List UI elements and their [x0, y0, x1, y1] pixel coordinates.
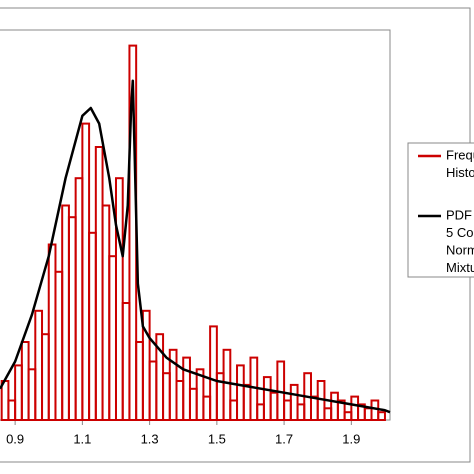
histogram-bar — [229, 399, 239, 421]
histogram-bar — [101, 204, 111, 421]
histogram-bar — [135, 341, 144, 421]
histogram-bar — [236, 364, 245, 421]
histogram-bar — [14, 364, 23, 421]
histogram-bar — [323, 407, 333, 421]
legend-label: Frequ — [446, 147, 474, 162]
histogram-bar — [41, 333, 50, 422]
histogram-bar — [202, 395, 212, 422]
histogram-bar — [370, 399, 380, 421]
histogram-bar — [256, 403, 265, 421]
histogram-bar — [175, 380, 185, 421]
histogram-bar — [114, 177, 124, 421]
histogram-bar — [336, 399, 346, 421]
histogram-bar — [148, 360, 158, 421]
histogram-bar — [296, 403, 306, 421]
histogram-bar — [377, 411, 386, 422]
plot-frame — [0, 29, 391, 421]
histogram-bar — [74, 177, 84, 421]
histogram-bar — [47, 243, 57, 421]
legend-label: PDF — [446, 207, 472, 222]
legend-label: Mixtu — [446, 260, 474, 275]
x-tick-label: 1.5 — [208, 431, 226, 446]
histogram-bar — [67, 216, 77, 421]
pdf-line — [0, 79, 391, 414]
histogram-bar — [283, 399, 292, 421]
histogram-bar — [195, 368, 205, 421]
histogram-bar — [108, 255, 117, 422]
histogram-bar — [262, 376, 272, 422]
legend: Frequ Histo PDF 5 Com Norm Mixtu — [418, 147, 474, 275]
histogram-bar — [182, 356, 191, 422]
legend-label: 5 Com — [446, 225, 474, 240]
histogram-bar — [363, 407, 373, 421]
histogram-bar — [27, 368, 37, 421]
histogram-bar — [289, 383, 299, 421]
outer-frame — [0, 7, 471, 463]
histogram-bar — [7, 399, 17, 421]
histogram-bar — [330, 391, 339, 422]
histogram-bar — [309, 395, 319, 422]
histogram-bar — [188, 387, 198, 421]
histogram-bar — [88, 231, 97, 421]
histogram-bar — [34, 309, 44, 421]
histogram-bar — [222, 348, 232, 421]
plot-area: 0.9 1.1 1.3 1.5 1.7 1.9 — [0, 44, 391, 446]
legend-label: Histo — [446, 165, 474, 180]
x-tick-label: 1.1 — [73, 431, 91, 446]
x-tick-label: 1.9 — [342, 431, 360, 446]
histogram-bar — [269, 391, 279, 422]
histogram-bar — [0, 380, 10, 421]
legend-label: Norm — [446, 242, 474, 257]
x-tick-label: 1.7 — [275, 431, 293, 446]
histogram-bar — [162, 372, 171, 422]
histogram-bar — [209, 325, 218, 421]
histogram-bar — [350, 395, 360, 422]
histogram-bar — [242, 383, 252, 421]
histogram-bar — [81, 122, 91, 421]
legend-box — [407, 142, 474, 278]
histogram-bar — [54, 270, 64, 421]
histogram-bar — [61, 204, 70, 421]
histogram-bar — [20, 341, 30, 421]
x-tick-label: 0.9 — [6, 431, 24, 446]
x-tick-label: 1.3 — [141, 431, 159, 446]
histogram-bar — [343, 411, 353, 422]
histogram-bar — [94, 146, 104, 421]
histogram-bar — [121, 302, 131, 421]
